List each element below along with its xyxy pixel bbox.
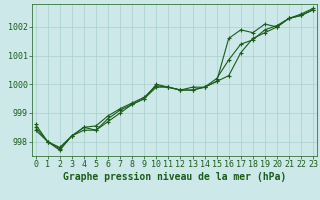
X-axis label: Graphe pression niveau de la mer (hPa): Graphe pression niveau de la mer (hPa)	[63, 172, 286, 182]
